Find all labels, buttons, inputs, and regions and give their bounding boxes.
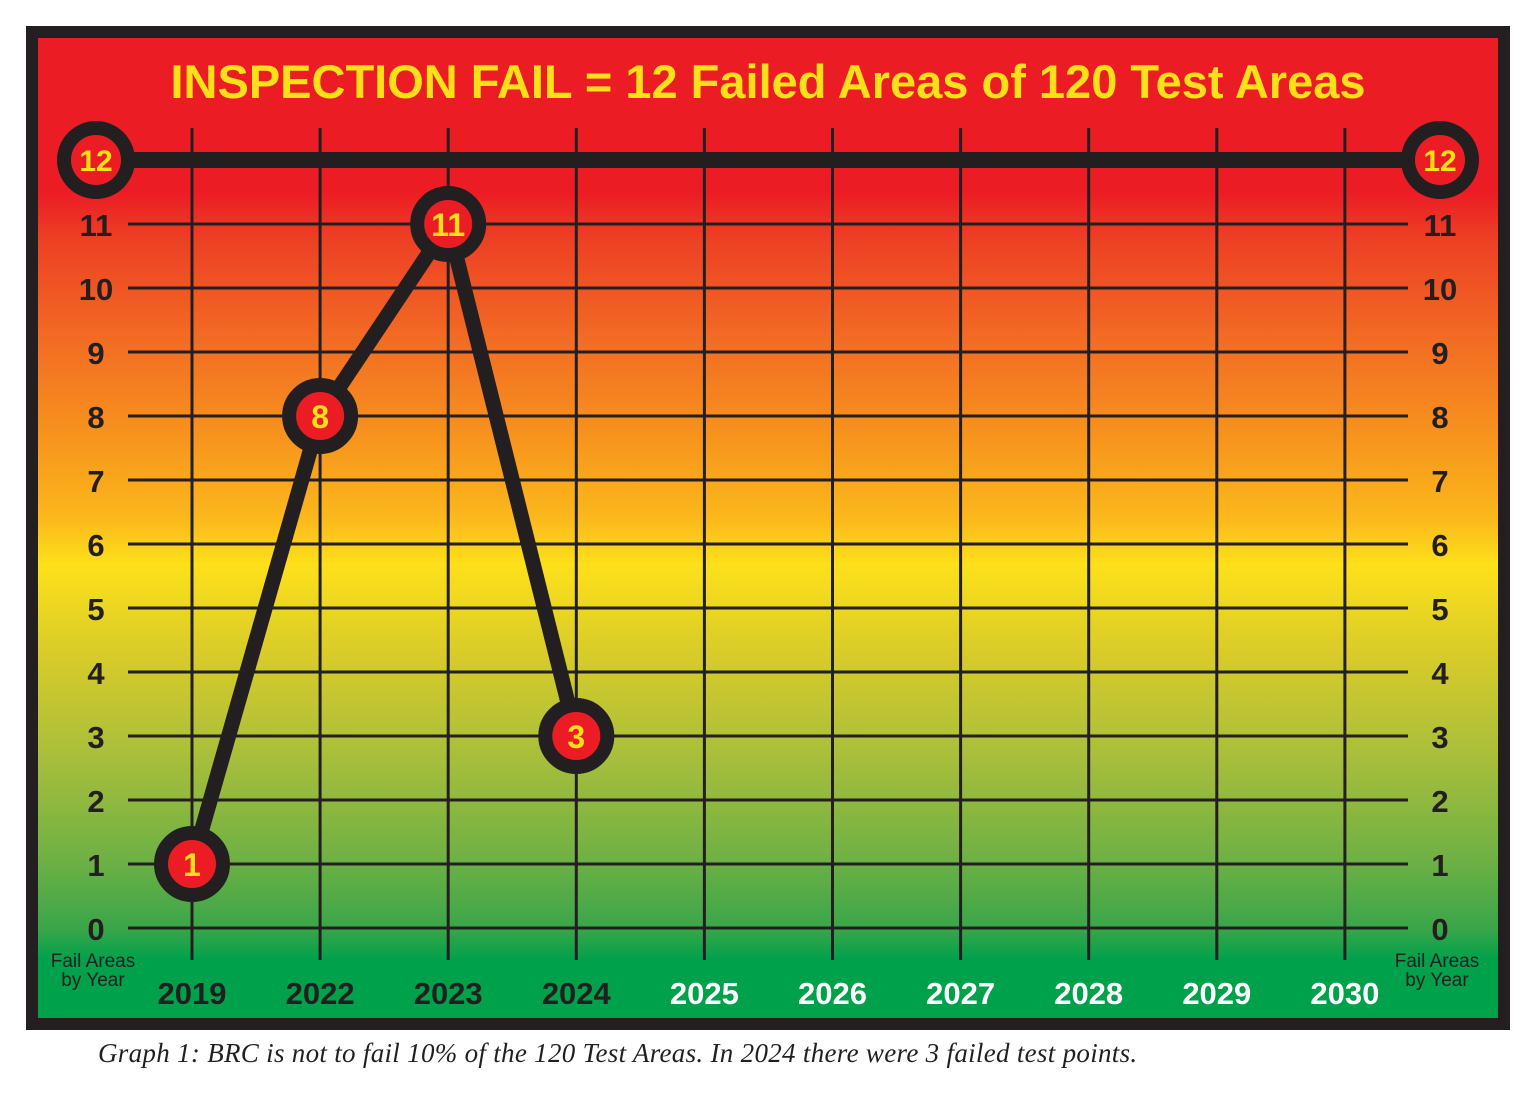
y-tick-label-right: 0 [1431, 912, 1448, 947]
data-point [282, 378, 359, 454]
data-point [410, 186, 487, 262]
y-tick-label-left: 2 [87, 784, 104, 819]
threshold-marker [1401, 121, 1479, 199]
y-tick-label-left: 5 [87, 592, 104, 627]
threshold-label: 12 [1423, 145, 1456, 178]
x-tick-label: 2026 [798, 976, 867, 1011]
y-tick-label-right: 5 [1431, 592, 1448, 627]
y-tick-label-right: 1 [1431, 848, 1448, 883]
x-tick-label: 2030 [1310, 976, 1379, 1011]
chart-title: INSPECTION FAIL = 12 Failed Areas of 120… [170, 55, 1365, 108]
data-point [538, 698, 615, 774]
data-label: 8 [311, 399, 329, 435]
axis-label-line: Fail Areas [1395, 951, 1479, 972]
axis-label-line: by Year [61, 970, 125, 991]
x-tick-label: 2024 [542, 976, 612, 1011]
y-tick-label-right: 6 [1431, 528, 1448, 563]
x-tick-label: 2023 [414, 976, 483, 1011]
y-tick-label-left: 10 [79, 272, 113, 307]
x-tick-label: 2019 [158, 976, 227, 1011]
series-line [184, 205, 584, 867]
y-tick-label-left: 0 [87, 912, 104, 947]
y-tick-label-right: 10 [1423, 272, 1457, 307]
caption: Graph 1: BRC is not to fail 10% of the 1… [98, 1038, 1138, 1068]
y-tick-label-left: 11 [80, 208, 113, 243]
y-tick-label-right: 9 [1431, 336, 1448, 371]
x-tick-label: 2029 [1182, 976, 1251, 1011]
threshold-label: 12 [79, 145, 112, 178]
x-tick-label: 2025 [670, 976, 739, 1011]
x-tick-label: 2028 [1054, 976, 1123, 1011]
y-tick-label-right: 11 [1424, 208, 1457, 243]
y-tick-label-right: 4 [1431, 656, 1449, 691]
y-tick-label-left: 4 [87, 656, 105, 691]
y-tick-label-right: 3 [1431, 720, 1448, 755]
y-tick-label-left: 6 [87, 528, 104, 563]
axis-label-line: Fail Areas [51, 951, 135, 972]
axis-label-line: by Year [1405, 970, 1469, 991]
data-label: 3 [567, 719, 585, 755]
y-tick-label-left: 7 [87, 464, 104, 499]
y-tick-label-left: 1 [87, 848, 104, 883]
data-label: 11 [431, 207, 465, 243]
y-tick-label-right: 8 [1431, 400, 1448, 435]
data-label: 1 [183, 847, 201, 883]
threshold-marker [57, 121, 135, 199]
y-tick-label-left: 8 [87, 400, 104, 435]
y-tick-label-right: 2 [1431, 784, 1448, 819]
x-tick-label: 2022 [286, 976, 355, 1011]
y-tick-label-left: 9 [87, 336, 104, 371]
data-point [154, 826, 230, 902]
y-tick-label-right: 7 [1431, 464, 1448, 499]
x-tick-label: 2027 [926, 976, 995, 1011]
y-tick-label-left: 3 [87, 720, 104, 755]
